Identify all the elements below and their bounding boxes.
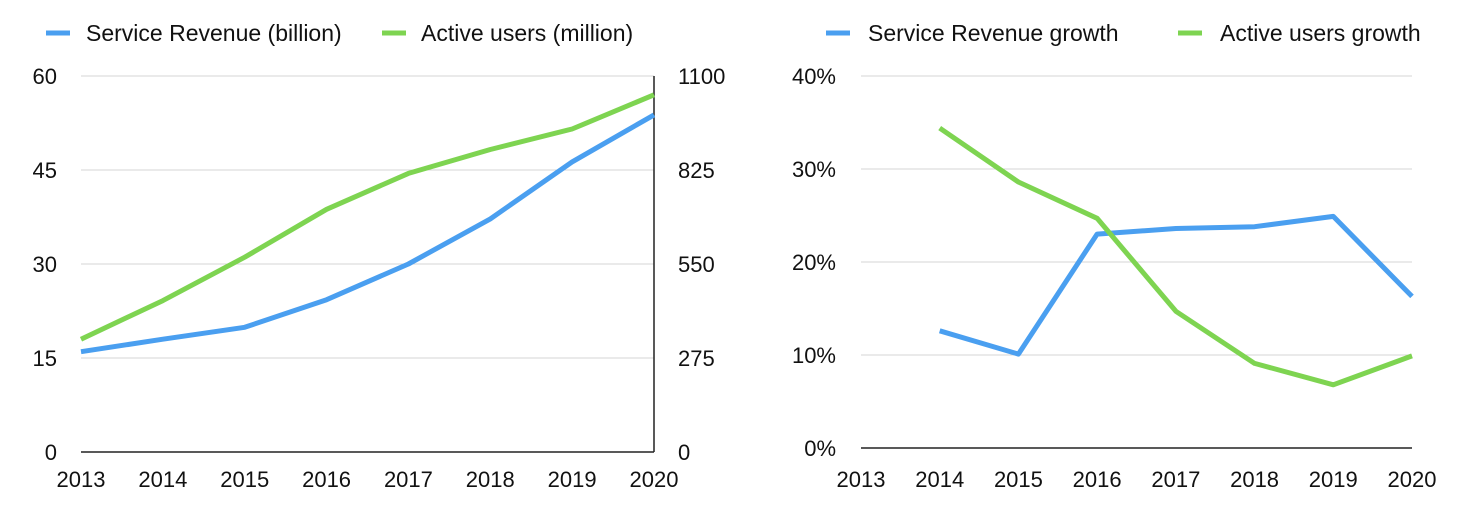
x-tick-label: 2016 — [302, 467, 351, 492]
x-tick-label: 2014 — [138, 467, 187, 492]
y-tick-label: 30 — [33, 252, 57, 277]
y-tick-label: 15 — [33, 346, 57, 371]
x-tick-label: 2016 — [1073, 467, 1122, 492]
legend-label: Service Revenue growth — [868, 20, 1119, 46]
y-right-tick-label: 275 — [678, 346, 715, 371]
series-line-active-users-million — [79, 92, 655, 342]
y-tick-label: 30% — [792, 157, 836, 182]
x-tick-label: 2015 — [220, 467, 269, 492]
x-tick-label: 2013 — [837, 467, 886, 492]
legend-label: Service Revenue (billion) — [86, 20, 342, 46]
y-tick-label: 45 — [33, 158, 57, 183]
series-line-service-revenue-growth — [938, 213, 1414, 357]
series-line-service-revenue-billion — [80, 112, 656, 355]
y-tick-label: 60 — [33, 64, 57, 89]
x-tick-label: 2013 — [57, 467, 106, 492]
x-tick-label: 2020 — [630, 467, 679, 492]
x-tick-label: 2015 — [994, 467, 1043, 492]
y-right-tick-label: 825 — [678, 158, 715, 183]
y-tick-label: 0 — [45, 440, 57, 465]
legend-label: Active users (million) — [421, 20, 633, 46]
y-right-tick-label: 1100 — [678, 64, 725, 89]
y-tick-label: 10% — [792, 343, 836, 368]
x-tick-label: 2019 — [548, 467, 597, 492]
y-right-tick-label: 0 — [678, 440, 690, 465]
legend-label: Active users growth — [1220, 20, 1421, 46]
y-right-tick-label: 550 — [678, 252, 715, 277]
y-tick-label: 40% — [792, 64, 836, 89]
y-tick-label: 0% — [804, 436, 836, 461]
x-tick-label: 2017 — [1151, 467, 1200, 492]
x-tick-label: 2018 — [466, 467, 515, 492]
x-tick-label: 2014 — [915, 467, 964, 492]
y-tick-label: 20% — [792, 250, 836, 275]
x-tick-label: 2017 — [384, 467, 433, 492]
series-line-active-users-growth — [938, 126, 1413, 388]
x-tick-label: 2018 — [1230, 467, 1279, 492]
x-tick-label: 2019 — [1309, 467, 1358, 492]
x-tick-label: 2020 — [1388, 467, 1437, 492]
